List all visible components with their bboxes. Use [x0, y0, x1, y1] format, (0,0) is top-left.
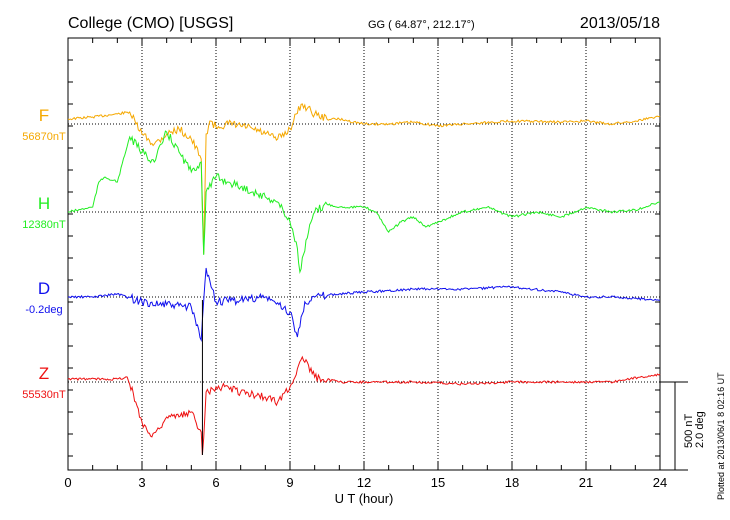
trace-D: [67, 267, 661, 343]
baseline-label-D: -0.2deg: [25, 304, 62, 316]
trace-H: [68, 130, 661, 274]
trace-Z: [67, 355, 661, 456]
x-tick-label: 24: [653, 475, 667, 490]
station-coords: GG ( 64.87°, 212.17°): [368, 19, 475, 31]
x-tick-label: 3: [138, 475, 145, 490]
x-tick-label: 18: [505, 475, 519, 490]
x-tick-label: 0: [64, 475, 71, 490]
series-name-D: D: [38, 279, 50, 298]
x-tick-label: 9: [286, 475, 293, 490]
series-name-H: H: [38, 194, 50, 213]
scale-nt-label: 500 nT: [683, 413, 695, 448]
scale-bar: 500 nT 2.0 deg: [660, 381, 706, 471]
scale-deg-label: 2.0 deg: [694, 411, 706, 448]
series-name-Z: Z: [39, 364, 49, 383]
chart-title: College (CMO) [USGS]: [68, 15, 233, 32]
trace-F: [67, 103, 661, 254]
baseline-label-Z: 55530nT: [22, 389, 66, 401]
x-tick-label: 6: [212, 475, 219, 490]
x-axis-label: U T (hour): [335, 491, 394, 506]
plotted-footer: Plotted at 2013/06/1 8 02:16 UT: [716, 372, 726, 500]
baseline-label-H: 12380nT: [22, 219, 66, 231]
x-tick-label: 12: [357, 475, 371, 490]
baseline-label-F: 56870nT: [22, 131, 66, 143]
x-tick-label: 15: [431, 475, 445, 490]
series-name-F: F: [39, 106, 49, 125]
x-tick-label: 21: [579, 475, 593, 490]
chart-date: 2013/05/18: [580, 15, 660, 32]
